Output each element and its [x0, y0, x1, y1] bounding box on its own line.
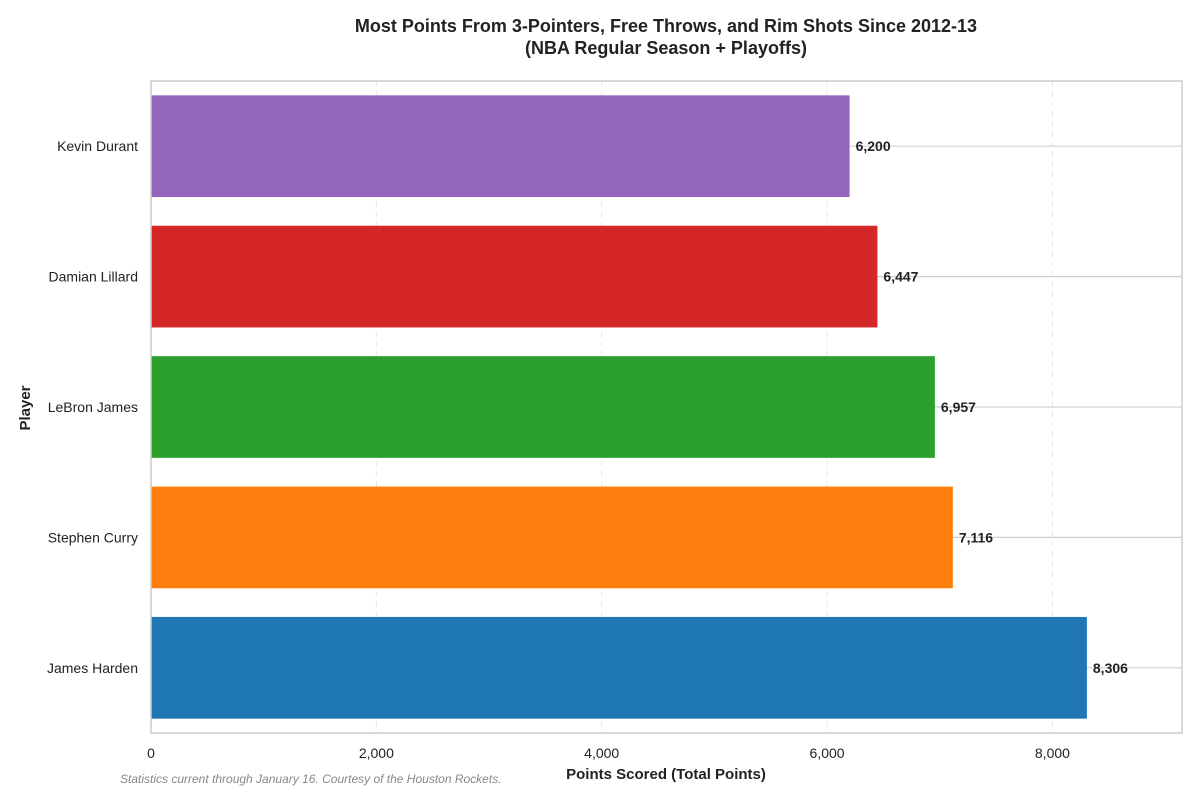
value-label: 8,306 [1093, 660, 1128, 676]
x-tick-labels: 0 2,000 4,000 6,000 8,000 [147, 745, 1070, 761]
chart-title-line-1: Most Points From 3-Pointers, Free Throws… [355, 16, 977, 36]
value-label: 6,447 [883, 269, 918, 285]
bar-lebron-james [151, 356, 935, 458]
bar-kevin-durant [151, 95, 850, 198]
x-axis-label: Points Scored (Total Points) [566, 766, 766, 783]
x-tick-label: 8,000 [1035, 745, 1070, 761]
bar-damian-lillard [151, 225, 878, 328]
y-tick-label: Stephen Curry [48, 529, 138, 545]
bar-stephen-curry [151, 486, 953, 589]
y-tick-labels: Kevin Durant Damian Lillard LeBron James St… [47, 138, 138, 676]
value-labels: 6,200 6,447 6,957 7,116 8,306 [856, 138, 1129, 676]
bars-layer [151, 95, 1087, 719]
value-label: 7,116 [959, 529, 993, 545]
value-label: 6,957 [941, 399, 976, 415]
bar-james-harden [151, 616, 1087, 719]
value-label: 6,200 [856, 138, 891, 154]
x-tick-label: 4,000 [584, 745, 619, 761]
y-axis-label: Player [17, 385, 34, 430]
footnote: Statistics current through January 16. C… [120, 772, 502, 786]
y-tick-label: Damian Lillard [49, 269, 138, 285]
y-tick-label: LeBron James [48, 399, 138, 415]
x-tick-label: 6,000 [810, 745, 845, 761]
chart-title-line-2: (NBA Regular Season + Playoffs) [525, 38, 807, 58]
x-tick-label: 2,000 [359, 745, 394, 761]
y-tick-label: Kevin Durant [57, 138, 138, 154]
x-tick-label: 0 [147, 745, 155, 761]
y-tick-label: James Harden [47, 660, 138, 676]
plot-frame [150, 80, 1183, 734]
